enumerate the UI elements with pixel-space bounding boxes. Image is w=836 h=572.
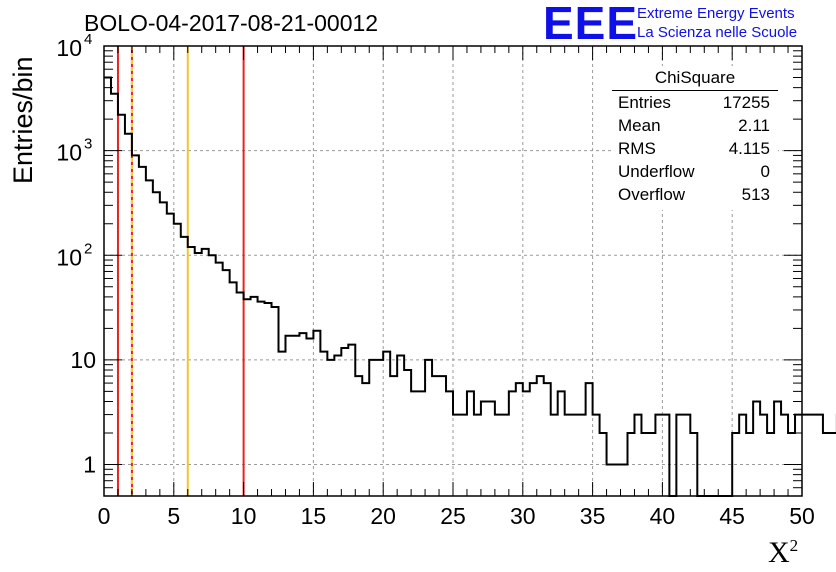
stats-label: Underflow (618, 162, 695, 181)
x-axis-label-sup: 2 (789, 536, 799, 555)
y-axis-label: Entries/bin (8, 56, 38, 184)
x-axis-label: X2 (768, 536, 798, 570)
stats-value: 4.115 (728, 139, 770, 158)
y-tick-label-exponent: 3 (84, 136, 92, 153)
y-tick-label-exponent: 2 (84, 240, 92, 257)
x-tick-label: 15 (301, 503, 327, 529)
stats-label: RMS (618, 139, 656, 158)
stats-title: ChiSquare (612, 66, 778, 91)
stats-row-entries: Entries 17255 (612, 91, 778, 114)
x-tick-label: 50 (789, 503, 815, 529)
x-axis-label-base: X (768, 536, 790, 569)
stats-value: 0 (760, 162, 770, 181)
stats-row-underflow: Underflow 0 (612, 160, 778, 183)
stats-row-overflow: Overflow 513 (612, 183, 778, 206)
x-tick-label: 5 (167, 503, 180, 529)
y-tick-label: 10 (56, 35, 82, 61)
y-tick-label-exponent: 4 (84, 31, 92, 48)
y-tick-label: 10 (56, 140, 82, 166)
stats-label: Overflow (618, 185, 686, 204)
eee-logo: EEE (543, 0, 639, 49)
y-tick-label: 10 (56, 244, 82, 270)
stats-value: 17255 (722, 93, 770, 112)
stats-label: Entries (618, 93, 671, 112)
y-tick-label: 1 (83, 452, 96, 478)
y-tick-label: 10 (70, 347, 96, 373)
histogram-series (104, 76, 836, 497)
stats-label: Mean (618, 116, 661, 135)
stats-value: 2.11 (738, 116, 770, 135)
x-tick-label: 45 (719, 503, 745, 529)
stats-row-rms: RMS 4.115 (612, 137, 778, 160)
x-tick-label: 20 (370, 503, 396, 529)
stats-value: 513 (741, 185, 770, 204)
logo-line-1: Extreme Energy Events (637, 5, 795, 22)
stats-row-mean: Mean 2.11 (612, 114, 778, 137)
x-tick-label: 40 (650, 503, 676, 529)
stats-box: ChiSquare Entries 17255 Mean 2.11 RMS 4.115… (612, 66, 778, 210)
logo-line-2: La Scienza nelle Scuole (637, 24, 798, 41)
x-tick-label: 0 (98, 503, 111, 529)
x-tick-label: 25 (440, 503, 466, 529)
x-tick-label: 10 (231, 503, 257, 529)
x-tick-label: 30 (510, 503, 536, 529)
chart-title: BOLO-04-2017-08-21-00012 (84, 10, 379, 36)
x-tick-label: 35 (580, 503, 606, 529)
logo-subtitle: Extreme Energy Events La Scienza nelle S… (637, 4, 797, 42)
